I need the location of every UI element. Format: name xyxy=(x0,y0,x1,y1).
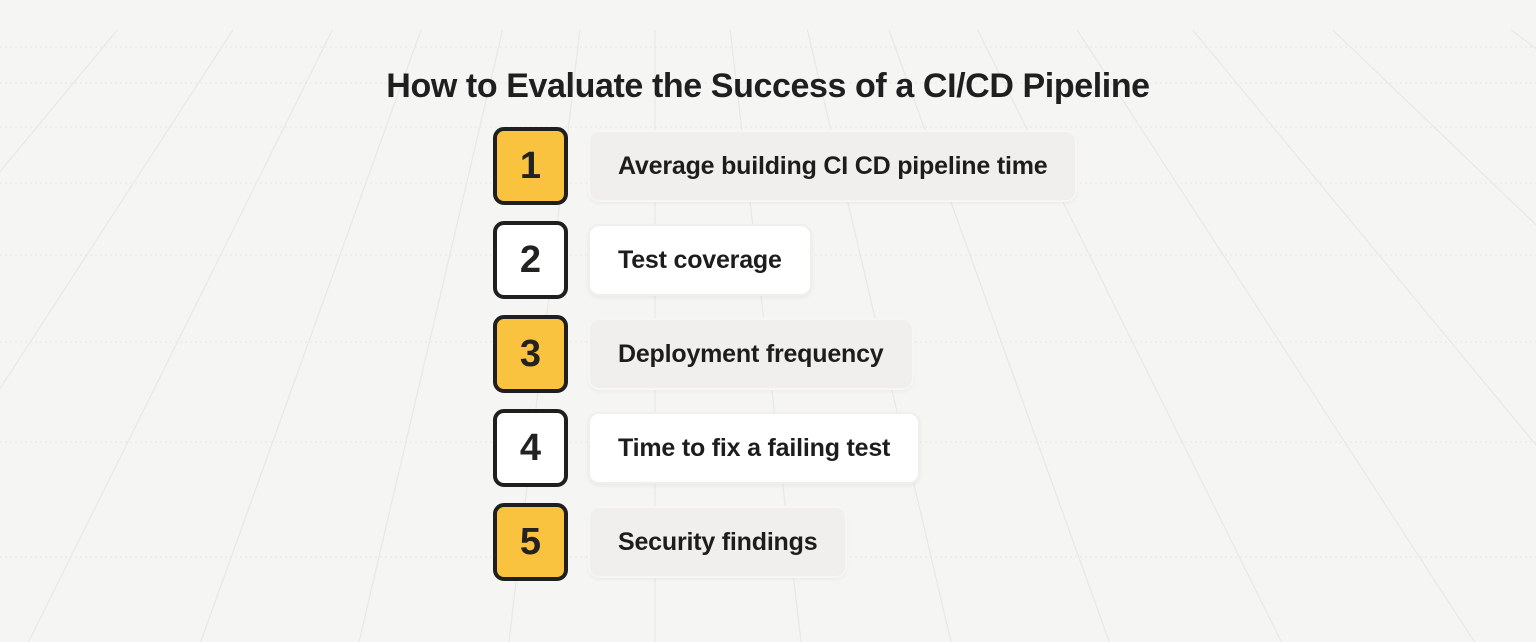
metric-label-card: Time to fix a failing test xyxy=(588,412,921,484)
metric-number: 4 xyxy=(519,426,542,469)
metric-label: Test coverage xyxy=(618,245,782,274)
pipeline-metric-row: 4 Time to fix a failing test xyxy=(493,409,921,487)
metric-number: 5 xyxy=(519,520,542,563)
metric-label: Security findings xyxy=(618,527,818,556)
pipeline-metric-row: 1 Average building CI CD pipeline time xyxy=(493,127,1078,205)
pipeline-metric-row: 2 Test coverage xyxy=(493,221,812,299)
metric-label: Time to fix a failing test xyxy=(618,433,891,462)
metric-label: Average building CI CD pipeline time xyxy=(618,151,1048,180)
metric-number: 1 xyxy=(519,144,542,187)
metric-label-card: Security findings xyxy=(588,506,848,578)
metric-number-badge: 3 xyxy=(493,315,568,393)
page-title: How to Evaluate the Success of a CI/CD P… xyxy=(386,66,1150,105)
metric-number-badge: 4 xyxy=(493,409,568,487)
metric-label-card: Test coverage xyxy=(588,224,812,296)
pipeline-metric-row: 3 Deployment frequency xyxy=(493,315,914,393)
metric-label-card: Deployment frequency xyxy=(588,318,914,390)
metric-number: 3 xyxy=(519,332,542,375)
metric-label: Deployment frequency xyxy=(618,339,884,368)
metric-label-card: Average building CI CD pipeline time xyxy=(588,130,1078,202)
metric-number-badge: 2 xyxy=(493,221,568,299)
metric-number-badge: 5 xyxy=(493,503,568,581)
metric-number: 2 xyxy=(519,238,542,281)
pipeline-metric-row: 5 Security findings xyxy=(493,503,848,581)
metric-number-badge: 1 xyxy=(493,127,568,205)
